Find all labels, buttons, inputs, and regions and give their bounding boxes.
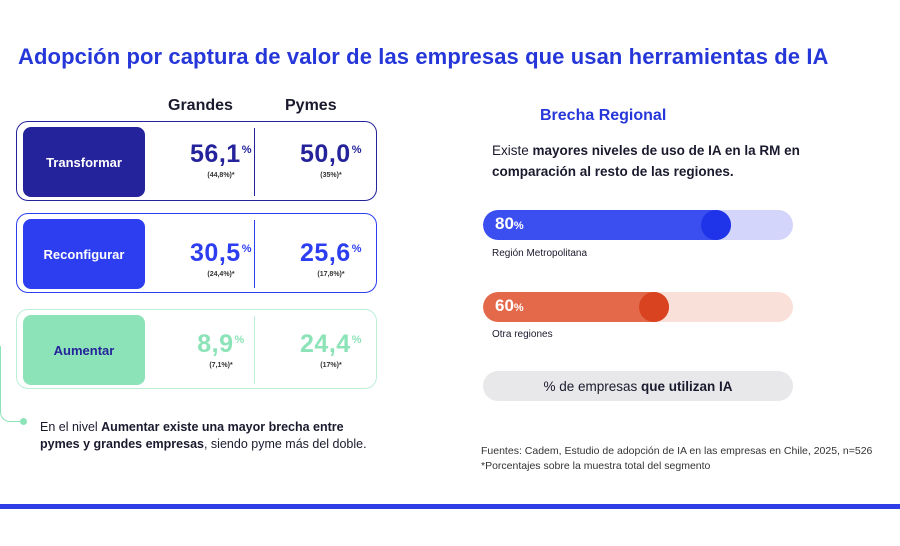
value-grandes-transformar: 56,1% (44,8%)* (166, 140, 276, 179)
progress-value: 80% (495, 214, 524, 233)
progress-knob (639, 292, 669, 322)
percent-sign: % (241, 144, 252, 156)
value-subtext: (44,8%)* (207, 172, 235, 179)
progress-label-otras: Otra regiones (492, 329, 553, 340)
regional-description: Existe mayores niveles de uso de IA en l… (492, 140, 832, 182)
value-number: 50,0 (300, 140, 351, 168)
source-note: Fuentes: Cadem, Estudio de adopción de I… (481, 444, 872, 474)
percent-sign: % (351, 334, 362, 346)
percent-sign: % (241, 243, 252, 255)
connector-dot (20, 418, 27, 425)
divider (254, 220, 255, 288)
row-aumentar: Aumentar 8,9% (7,1%)* 24,4% (17%)* (16, 309, 377, 389)
progress-knob (701, 210, 731, 240)
connector-line (0, 346, 22, 422)
desc-bold: mayores niveles de uso de IA en la RM en… (492, 143, 800, 179)
desc-text: Existe (492, 143, 533, 158)
progress-fill (483, 210, 731, 240)
progress-bar-otras: 60% (483, 292, 793, 322)
note-text-end: , siendo pyme más del doble. (203, 437, 367, 451)
legend-pill: % de empresas que utilizan IA (483, 371, 793, 401)
row-reconfigurar: Reconfigurar 30,5% (24,4%)* 25,6% (17,8%… (16, 213, 377, 293)
value-number: 8,9 (197, 330, 234, 358)
column-header-pymes: Pymes (285, 97, 337, 114)
progress-bar-rm: 80% (483, 210, 793, 240)
value-number: 24,4 (300, 330, 351, 358)
value-subtext: (7,1%)* (209, 362, 233, 369)
value-subtext: (17,8%)* (317, 271, 345, 278)
value-pymes-aumentar: 24,4% (17%)* (276, 330, 386, 369)
progress-fill (483, 292, 669, 322)
percent-sign: % (234, 334, 245, 346)
legend-bold: que utilizan IA (641, 378, 733, 394)
value-pymes-reconfigurar: 25,6% (17,8%)* (276, 239, 386, 278)
page-title: Adopción por captura de valor de las emp… (18, 44, 829, 69)
regional-title: Brecha Regional (540, 107, 667, 124)
percent-sign: % (351, 144, 362, 156)
value-subtext: (35%)* (320, 172, 342, 179)
value-number: 30,5 (190, 239, 241, 267)
row-transformar: Transformar 56,1% (44,8%)* 50,0% (35%)* (16, 121, 377, 201)
value-pymes-transformar: 50,0% (35%)* (276, 140, 386, 179)
note-bold: Aumentar existe una mayor brecha entre p… (40, 420, 344, 451)
progress-value: 60% (495, 296, 524, 315)
row-label-aumentar: Aumentar (23, 315, 145, 385)
value-subtext: (17%)* (320, 362, 342, 369)
column-header-grandes: Grandes (168, 97, 233, 114)
divider (254, 128, 255, 196)
note-text: En el nivel (40, 420, 102, 434)
legend-text: % de empresas (543, 378, 642, 394)
source-line: Fuentes: Cadem, Estudio de adopción de I… (481, 445, 873, 457)
aumentar-note: En el nivel Aumentar existe una mayor br… (40, 419, 385, 453)
percent-sign: % (351, 243, 362, 255)
footer-bar (0, 504, 900, 509)
value-number: 25,6 (300, 239, 351, 267)
value-grandes-aumentar: 8,9% (7,1%)* (166, 330, 276, 369)
progress-label-rm: Región Metropolitana (492, 248, 588, 259)
value-number: 56,1 (190, 140, 241, 168)
row-label-transformar: Transformar (23, 127, 145, 197)
divider (254, 316, 255, 384)
value-grandes-reconfigurar: 30,5% (24,4%)* (166, 239, 276, 278)
row-label-reconfigurar: Reconfigurar (23, 219, 145, 289)
value-subtext: (24,4%)* (207, 271, 235, 278)
footnote-line: *Porcentajes sobre la muestra total del … (481, 460, 711, 472)
